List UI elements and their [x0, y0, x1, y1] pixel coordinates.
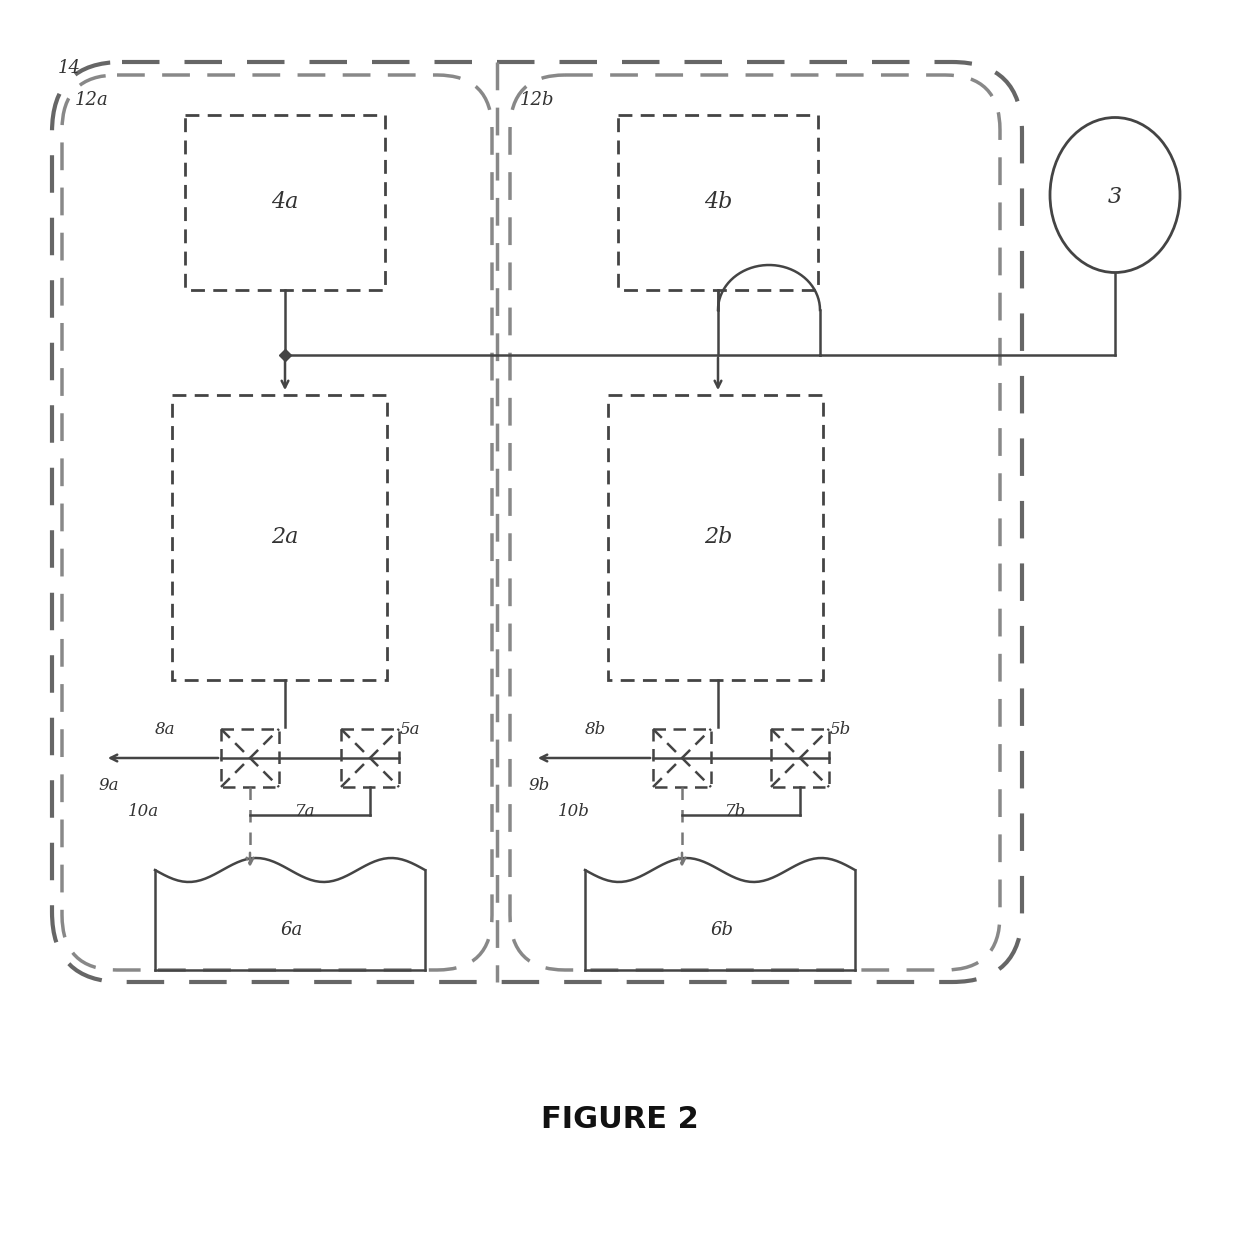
Text: FIGURE 2: FIGURE 2	[541, 1106, 699, 1134]
Text: 12a: 12a	[74, 91, 109, 109]
Bar	[608, 395, 823, 680]
Text: 4b: 4b	[704, 191, 732, 213]
Text: 2b: 2b	[704, 526, 732, 549]
Bar	[653, 728, 711, 787]
Text: 7a: 7a	[295, 803, 315, 820]
Text: 9b: 9b	[528, 777, 549, 793]
Bar	[172, 395, 387, 680]
Text: 12b: 12b	[520, 91, 554, 109]
Bar	[618, 115, 818, 290]
Text: 6b: 6b	[711, 921, 734, 939]
Text: 5b: 5b	[830, 721, 851, 738]
Text: 8b: 8b	[585, 721, 606, 738]
Text: 10a: 10a	[128, 803, 159, 820]
Text: 8a: 8a	[155, 721, 176, 738]
Text: 9a: 9a	[98, 777, 119, 793]
Text: 10b: 10b	[558, 803, 590, 820]
Text: 14: 14	[58, 60, 81, 77]
Text: 2a: 2a	[272, 526, 299, 549]
Bar	[185, 115, 384, 290]
Text: 5a: 5a	[401, 721, 420, 738]
Bar	[341, 728, 399, 787]
Text: 7b: 7b	[725, 803, 746, 820]
Bar	[221, 728, 279, 787]
Bar	[771, 728, 830, 787]
Text: 4a: 4a	[272, 191, 299, 213]
Text: 3: 3	[1107, 186, 1122, 208]
Text: 6a: 6a	[281, 921, 303, 939]
